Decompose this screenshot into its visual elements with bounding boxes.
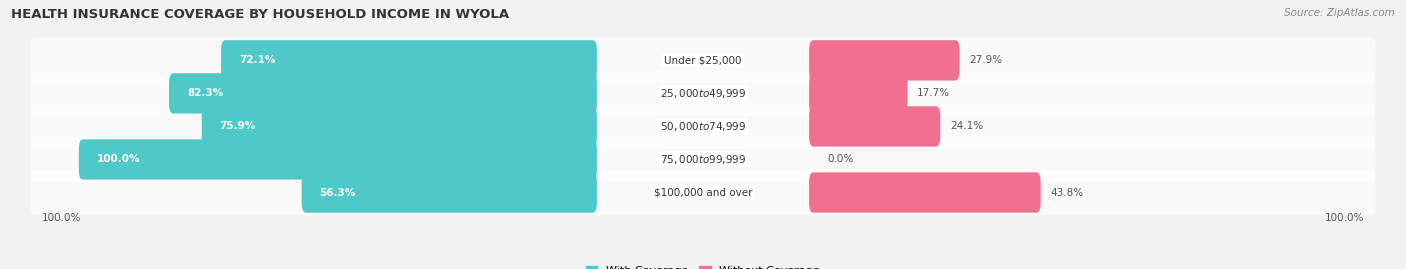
Text: 75.9%: 75.9% [219,121,256,132]
FancyBboxPatch shape [808,73,908,114]
Text: 27.9%: 27.9% [969,55,1002,65]
FancyBboxPatch shape [169,73,598,114]
Text: $75,000 to $99,999: $75,000 to $99,999 [659,153,747,166]
Text: Source: ZipAtlas.com: Source: ZipAtlas.com [1284,8,1395,18]
Legend: With Coverage, Without Coverage: With Coverage, Without Coverage [582,261,824,269]
Text: 0.0%: 0.0% [827,154,853,164]
Text: 43.8%: 43.8% [1050,187,1084,197]
FancyBboxPatch shape [808,40,960,80]
FancyBboxPatch shape [31,170,1375,215]
FancyBboxPatch shape [31,38,1375,83]
FancyBboxPatch shape [808,106,941,147]
Text: 100.0%: 100.0% [42,213,82,223]
FancyBboxPatch shape [31,104,1375,149]
FancyBboxPatch shape [31,70,1375,116]
Text: 82.3%: 82.3% [187,89,224,98]
Text: 17.7%: 17.7% [917,89,950,98]
Text: 72.1%: 72.1% [239,55,276,65]
Text: 56.3%: 56.3% [319,187,356,197]
FancyBboxPatch shape [79,139,598,180]
Text: $50,000 to $74,999: $50,000 to $74,999 [659,120,747,133]
Text: $100,000 and over: $100,000 and over [654,187,752,197]
Text: 100.0%: 100.0% [1324,213,1364,223]
FancyBboxPatch shape [808,172,1040,213]
Text: 24.1%: 24.1% [950,121,983,132]
FancyBboxPatch shape [31,137,1375,182]
FancyBboxPatch shape [302,172,598,213]
Text: 100.0%: 100.0% [97,154,141,164]
Text: Under $25,000: Under $25,000 [664,55,742,65]
FancyBboxPatch shape [221,40,598,80]
Text: $25,000 to $49,999: $25,000 to $49,999 [659,87,747,100]
FancyBboxPatch shape [201,106,598,147]
Text: HEALTH INSURANCE COVERAGE BY HOUSEHOLD INCOME IN WYOLA: HEALTH INSURANCE COVERAGE BY HOUSEHOLD I… [11,8,509,21]
